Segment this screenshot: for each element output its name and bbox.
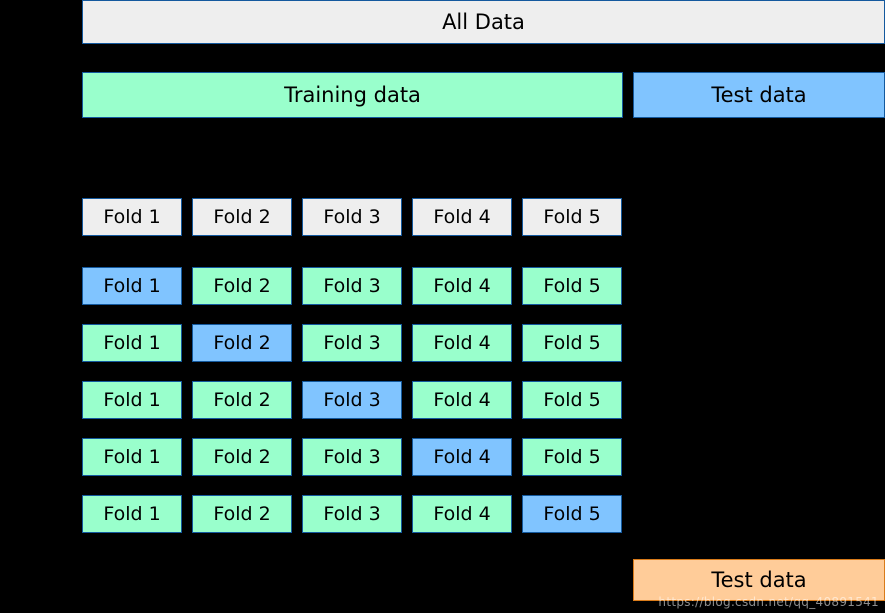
all-data-box: All Data bbox=[82, 0, 885, 44]
split-3-fold-1: Fold 1 bbox=[82, 381, 182, 419]
fold-header-4: Fold 4 bbox=[412, 198, 512, 236]
split-4-fold-2: Fold 2 bbox=[192, 438, 292, 476]
fold-header-1: Fold 1 bbox=[82, 198, 182, 236]
split-3-fold-2: Fold 2 bbox=[192, 381, 292, 419]
split-1-fold-4: Fold 4 bbox=[412, 267, 512, 305]
split-5-fold-1: Fold 1 bbox=[82, 495, 182, 533]
split-5-fold-2: Fold 2 bbox=[192, 495, 292, 533]
split-4-fold-3: Fold 3 bbox=[302, 438, 402, 476]
split-5-fold-3: Fold 3 bbox=[302, 495, 402, 533]
split-4-fold-5: Fold 5 bbox=[522, 438, 622, 476]
fold-header-5: Fold 5 bbox=[522, 198, 622, 236]
split-2-fold-1: Fold 1 bbox=[82, 324, 182, 362]
split-4-fold-4: Fold 4 bbox=[412, 438, 512, 476]
watermark-text: https://blog.csdn.net/qq_40891541 bbox=[658, 595, 879, 609]
split-3-fold-5: Fold 5 bbox=[522, 381, 622, 419]
split-5-fold-4: Fold 4 bbox=[412, 495, 512, 533]
split-2-fold-2: Fold 2 bbox=[192, 324, 292, 362]
fold-header-3: Fold 3 bbox=[302, 198, 402, 236]
split-1-fold-5: Fold 5 bbox=[522, 267, 622, 305]
training-data-box: Training data bbox=[82, 72, 623, 118]
test-data-box: Test data bbox=[633, 72, 885, 118]
split-3-fold-3: Fold 3 bbox=[302, 381, 402, 419]
split-1-fold-1: Fold 1 bbox=[82, 267, 182, 305]
split-4-fold-1: Fold 1 bbox=[82, 438, 182, 476]
split-2-fold-3: Fold 3 bbox=[302, 324, 402, 362]
split-3-fold-4: Fold 4 bbox=[412, 381, 512, 419]
split-1-fold-3: Fold 3 bbox=[302, 267, 402, 305]
split-1-fold-2: Fold 2 bbox=[192, 267, 292, 305]
split-5-fold-5: Fold 5 bbox=[522, 495, 622, 533]
fold-header-2: Fold 2 bbox=[192, 198, 292, 236]
split-2-fold-5: Fold 5 bbox=[522, 324, 622, 362]
split-2-fold-4: Fold 4 bbox=[412, 324, 512, 362]
